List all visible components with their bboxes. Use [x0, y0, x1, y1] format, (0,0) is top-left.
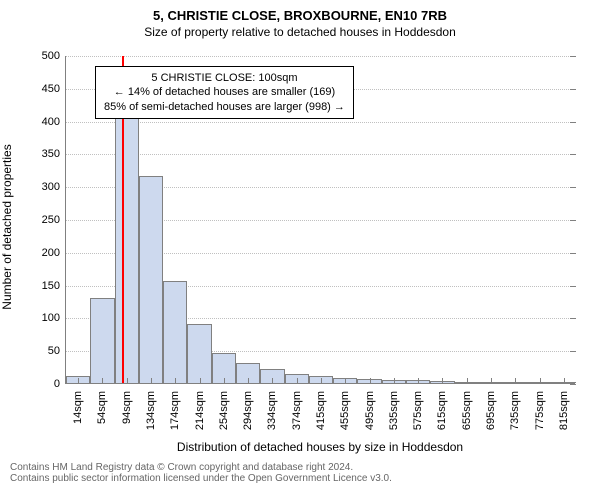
xtick-label: 455sqm: [339, 383, 351, 430]
xtick-label: 174sqm: [169, 383, 181, 430]
gridline: [66, 154, 575, 155]
chart-subtitle: Size of property relative to detached ho…: [0, 23, 600, 39]
xtick-label: 374sqm: [291, 383, 303, 430]
footer: Contains HM Land Registry data © Crown c…: [10, 462, 392, 484]
ytick-mark: [570, 220, 576, 221]
ytick-mark: [570, 286, 576, 287]
ytick-label: 450: [42, 83, 66, 95]
x-axis-label: Distribution of detached houses by size …: [65, 440, 575, 454]
y-axis-label: Number of detached properties: [0, 127, 14, 327]
xtick-label: 575sqm: [412, 383, 424, 430]
xtick-label: 415sqm: [315, 383, 327, 430]
xtick-label: 615sqm: [436, 383, 448, 430]
ytick-label: 150: [42, 280, 66, 292]
ytick-label: 100: [42, 312, 66, 324]
histogram-bar: [115, 113, 139, 383]
xtick-label: 495sqm: [364, 383, 376, 430]
xtick-label: 815sqm: [558, 383, 570, 430]
ytick-label: 0: [54, 378, 66, 390]
chart-title: 5, CHRISTIE CLOSE, BROXBOURNE, EN10 7RB: [0, 0, 600, 23]
gridline: [66, 122, 575, 123]
ytick-label: 400: [42, 116, 66, 128]
xtick-label: 94sqm: [121, 383, 133, 424]
xtick-label: 134sqm: [145, 383, 157, 430]
xtick-label: 54sqm: [96, 383, 108, 424]
footer-line2: Contains public sector information licen…: [10, 473, 392, 484]
ytick-mark: [570, 318, 576, 319]
xtick-label: 655sqm: [461, 383, 473, 430]
annotation-line3: 85% of semi-detached houses are larger (…: [104, 100, 345, 114]
xtick-label: 14sqm: [72, 383, 84, 424]
ytick-mark: [570, 351, 576, 352]
ytick-label: 50: [48, 345, 66, 357]
ytick-label: 250: [42, 214, 66, 226]
xtick-label: 334sqm: [266, 383, 278, 430]
footer-line1: Contains HM Land Registry data © Crown c…: [10, 462, 392, 473]
ytick-mark: [570, 154, 576, 155]
xtick-label: 214sqm: [194, 383, 206, 430]
ytick-label: 500: [42, 50, 66, 62]
ytick-mark: [570, 253, 576, 254]
ytick-label: 350: [42, 148, 66, 160]
xtick-label: 254sqm: [218, 383, 230, 430]
histogram-bar: [90, 298, 114, 383]
xtick-label: 535sqm: [388, 383, 400, 430]
histogram-bar: [187, 324, 211, 383]
xtick-label: 695sqm: [485, 383, 497, 430]
annotation-box: 5 CHRISTIE CLOSE: 100sqm ← 14% of detach…: [95, 66, 354, 119]
xtick-label: 735sqm: [509, 383, 521, 430]
xtick-label: 775sqm: [534, 383, 546, 430]
annotation-line2: ← 14% of detached houses are smaller (16…: [104, 85, 345, 99]
histogram-bar: [139, 176, 163, 383]
ytick-mark: [570, 122, 576, 123]
ytick-mark: [570, 89, 576, 90]
gridline: [66, 56, 575, 57]
ytick-label: 200: [42, 247, 66, 259]
annotation-line1: 5 CHRISTIE CLOSE: 100sqm: [104, 71, 345, 85]
ytick-mark: [570, 187, 576, 188]
ytick-label: 300: [42, 181, 66, 193]
ytick-mark: [570, 56, 576, 57]
histogram-bar: [163, 281, 187, 383]
ytick-mark: [570, 384, 576, 385]
xtick-label: 294sqm: [242, 383, 254, 430]
